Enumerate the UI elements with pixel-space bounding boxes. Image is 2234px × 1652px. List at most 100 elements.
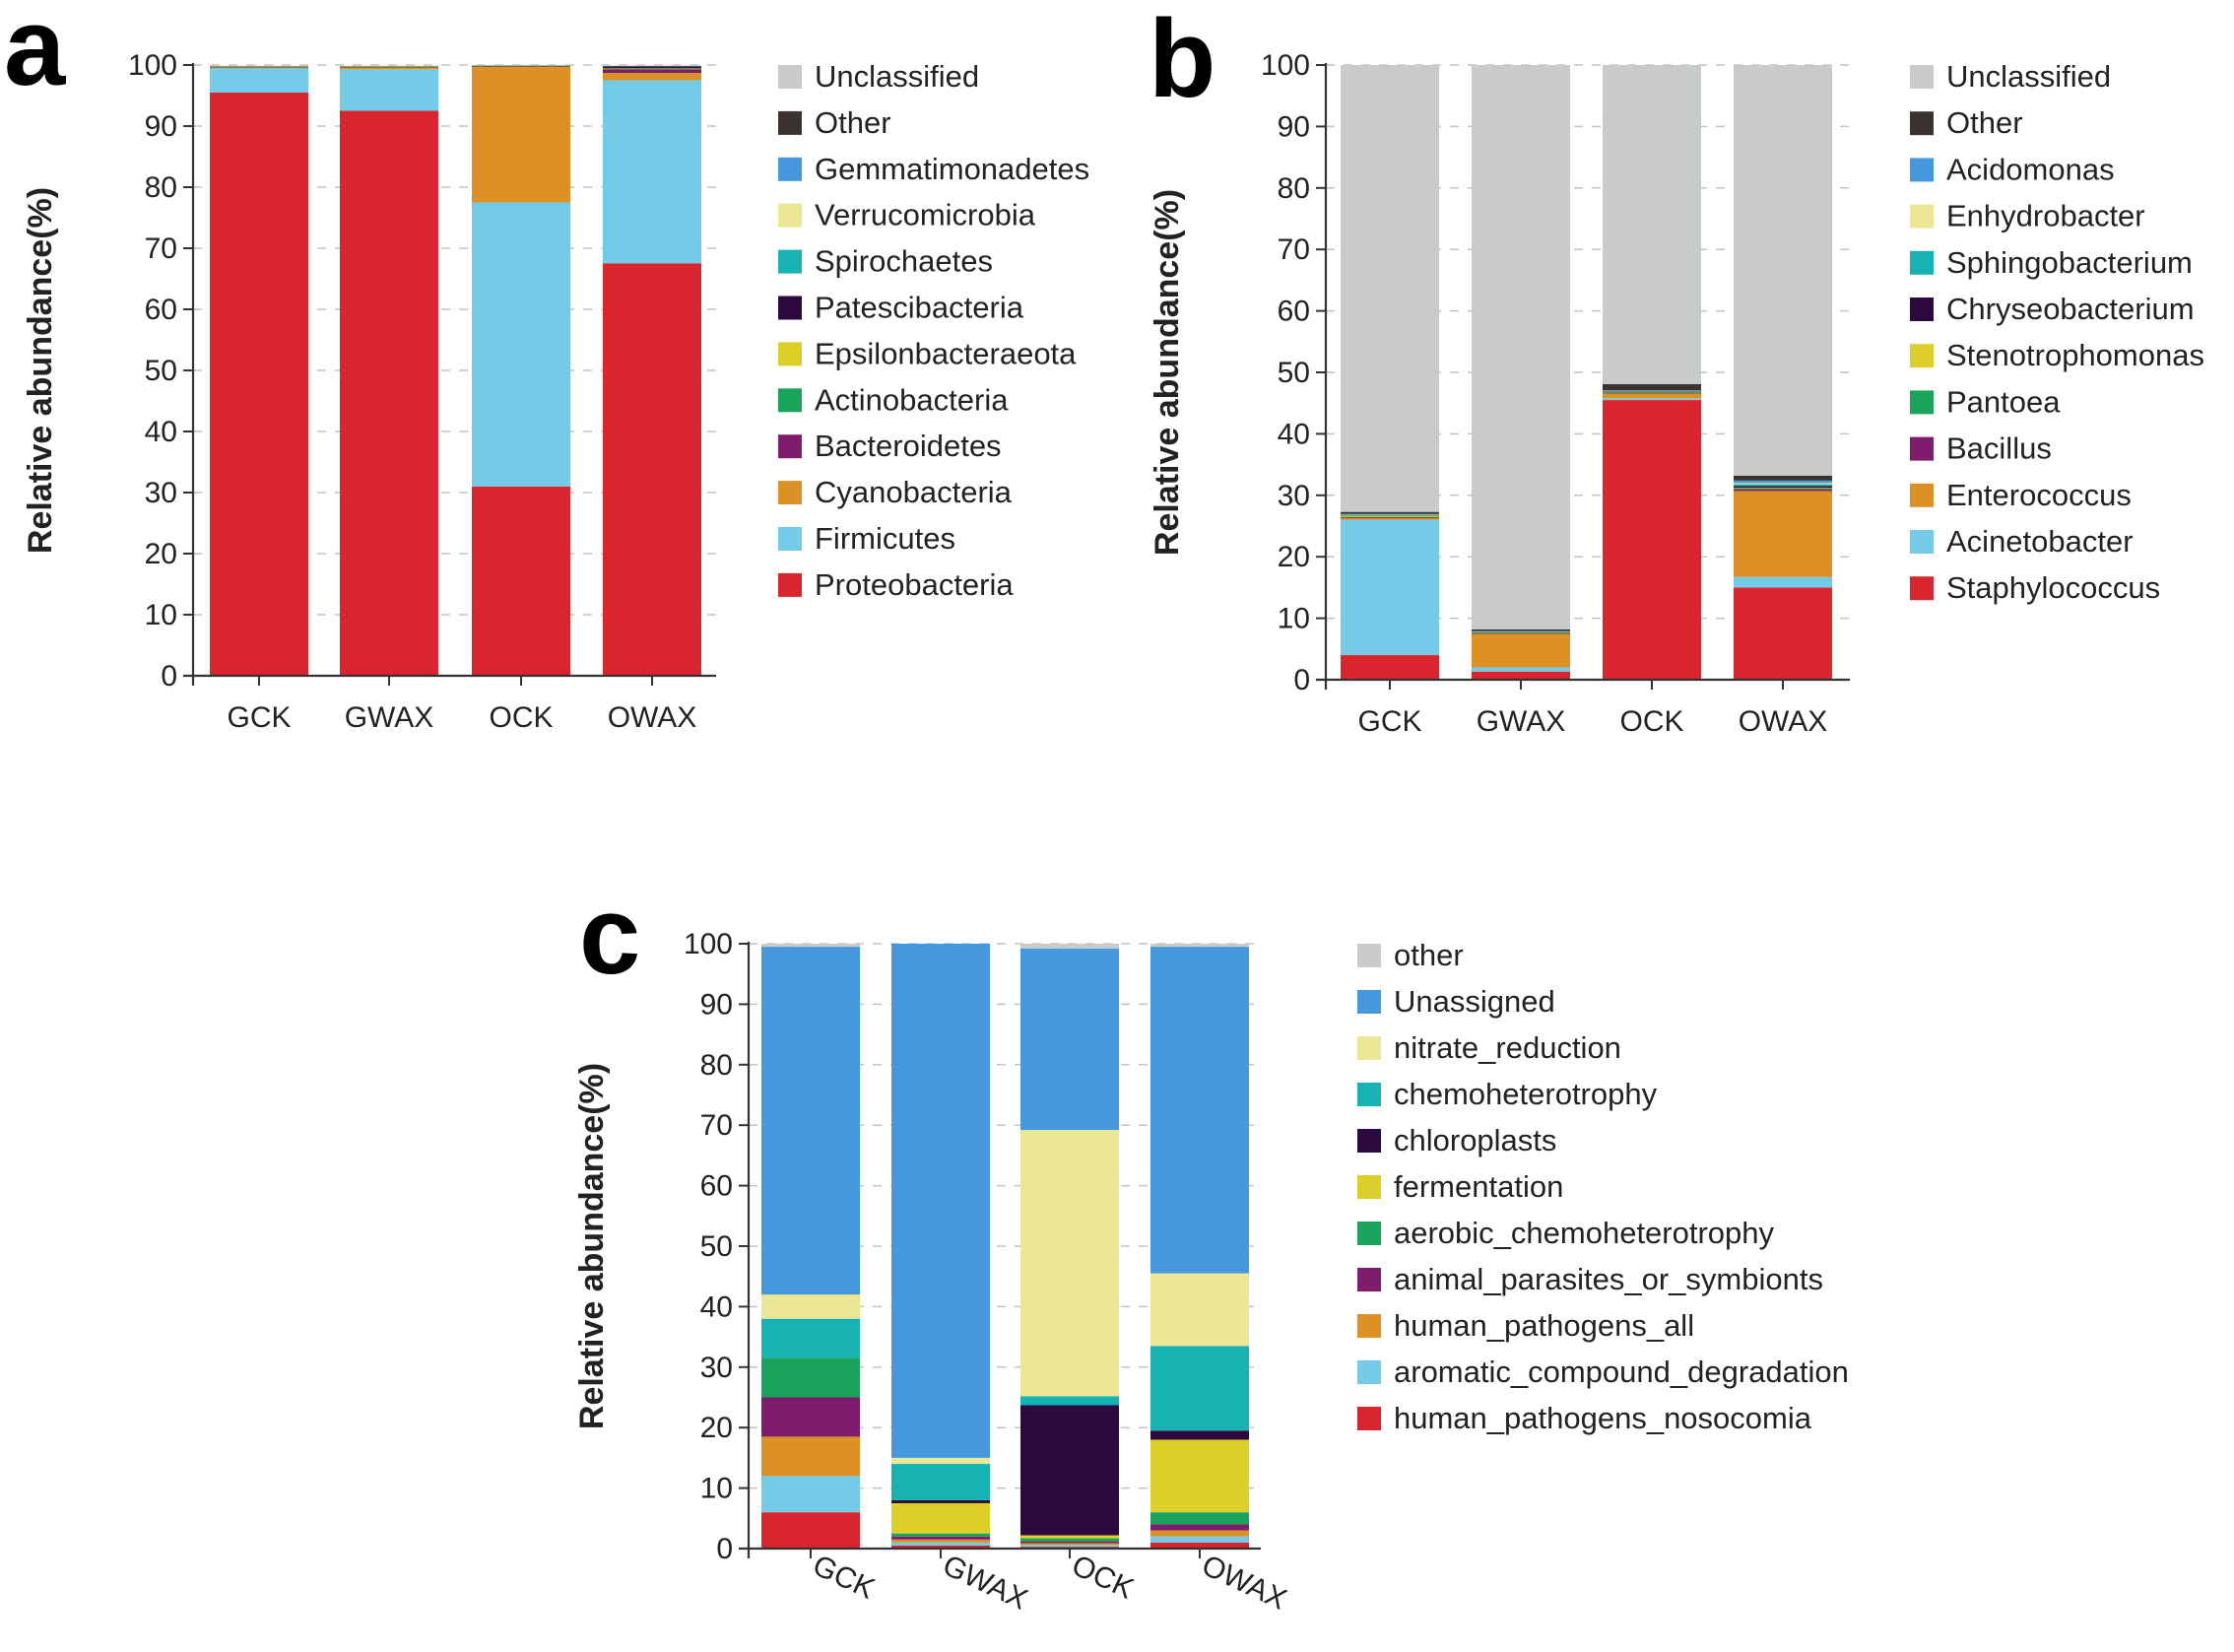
bar-segment-ock-staphylococcus (1603, 400, 1701, 680)
bar-segment-gwax-other (1472, 628, 1570, 631)
bar-segment-gwax-acinetobacter (1472, 667, 1570, 672)
y-tick-label-80: 80 (1278, 172, 1310, 205)
y-tick-label-40: 40 (1278, 418, 1310, 450)
legend-label-other: Other (1946, 105, 2023, 140)
legend-label-chloroplasts: chloroplasts (1394, 1123, 1556, 1157)
legend-swatch-actinobacteria (778, 388, 802, 413)
bar-segment-ock-firmicutes (472, 202, 570, 487)
legend-swatch-other (778, 110, 802, 135)
bar-segment-gck-nitrate-reduction (761, 1294, 860, 1319)
bar-segment-owax-acinetobacter (1734, 576, 1832, 588)
bar-segment-gck-bacillus (1341, 517, 1439, 519)
bar-segment-gwax-enterococcus (1472, 633, 1570, 668)
x-tick-label-ock: OCK (1619, 705, 1683, 738)
legend-label-actinobacteria: Actinobacteria (815, 382, 1009, 417)
bar-segment-owax-stenotrophomonas (1734, 488, 1832, 490)
y-tick-label-0: 0 (161, 660, 177, 693)
bar-segment-ock-proteobacteria (472, 486, 570, 676)
bar-segment-owax-cyanobacteria (603, 73, 701, 81)
bar-segment-owax-other (1150, 944, 1249, 948)
bar-segment-gck-human-pathogens-nosocomia (761, 1512, 860, 1549)
legend-swatch-staphylococcus (1910, 576, 1934, 601)
legend-swatch-epsilonbacteraeota (778, 342, 802, 366)
legend-label-pantoea: Pantoea (1946, 384, 2061, 419)
legend-label-aromatic-compound-degradation: aromatic_compound_degradation (1394, 1355, 1849, 1389)
bar-segment-owax-human-pathogens-all (1150, 1530, 1249, 1537)
y-axis-title: Relative abundance(%) (22, 187, 59, 554)
legend-swatch-spirochaetes (778, 249, 802, 274)
x-tick-label-gck: GCK (808, 1549, 880, 1605)
bar-segment-owax-proteobacteria (603, 263, 701, 676)
legend-label-proteobacteria: Proteobacteria (815, 567, 1014, 602)
bar-segment-ock-animal-parasites-or-symbionts (1020, 1541, 1119, 1544)
bar-segment-owax-animal-parasites-or-symbionts (1150, 1524, 1249, 1531)
bars (210, 65, 701, 676)
chart-panel-c: c Relative abundance(%) 0 10 20 30 40 50 60 70 80 9… (573, 874, 1849, 1617)
bar-segment-gck-enterococcus (1341, 517, 1439, 520)
bar-segment-owax-firmicutes (603, 80, 701, 264)
legend-label-nitrate-reduction: nitrate_reduction (1394, 1030, 1621, 1065)
legend-label-acidomonas: Acidomonas (1946, 152, 2115, 186)
bar-segment-owax-epsilonbacteraeota (603, 68, 701, 70)
bar-segment-gck-aerobic-chemoheterotrophy (761, 1357, 860, 1398)
y-tick-label-10: 10 (145, 599, 177, 631)
panel-letter-b: b (1149, 0, 1216, 120)
y-tick-label-100: 100 (1261, 49, 1310, 82)
legend-swatch-pantoea (1910, 390, 1934, 415)
bar-segment-gck-other (1341, 511, 1439, 514)
legend-swatch-animal-parasites-or-symbionts (1357, 1268, 1381, 1291)
bar-segment-ock-other (1020, 944, 1119, 949)
legend-swatch-chemoheterotrophy (1357, 1083, 1381, 1106)
y-tick-label-30: 30 (145, 477, 177, 509)
x-tick-label-owax: OWAX (1739, 705, 1828, 738)
bar-segment-gwax-unclassified (1472, 65, 1570, 629)
bar-segment-gck-chemoheterotrophy (761, 1318, 860, 1358)
bar-segment-owax-unclassified (603, 65, 701, 67)
bar-segment-gck-aromatic-compound-degradation (761, 1476, 860, 1513)
y-tick-label-40: 40 (700, 1290, 733, 1323)
legend-label-human-pathogens-nosocomia: human_pathogens_nosocomia (1394, 1401, 1812, 1435)
y-tick-label-80: 80 (145, 171, 177, 204)
y-tick-label-100: 100 (128, 49, 177, 82)
legend-label-firmicutes: Firmicutes (815, 521, 955, 556)
legend-swatch-human-pathogens-nosocomia (1357, 1407, 1381, 1430)
bar-segment-ock-acinetobacter (1603, 398, 1701, 401)
y-tick-label-20: 20 (145, 538, 177, 570)
legend-label-gemmatimonadetes: Gemmatimonadetes (815, 152, 1089, 186)
legend-swatch-chloroplasts (1357, 1129, 1381, 1153)
bars (1341, 65, 1832, 680)
bar-segment-gck-staphylococcus (1341, 655, 1439, 680)
bar-segment-gwax-human-pathogens-all (891, 1539, 990, 1543)
bar-segment-owax-enhydrobacter (1734, 483, 1832, 485)
legend-swatch-fermentation (1357, 1175, 1381, 1199)
y-tick-label-50: 50 (1278, 357, 1310, 389)
legend-label-unclassified: Unclassified (1946, 59, 2111, 94)
legend-swatch-unassigned (1357, 990, 1381, 1014)
bar-segment-owax-chloroplasts (1150, 1430, 1249, 1440)
y-tick-label-60: 60 (700, 1170, 733, 1203)
legend-label-sphingobacterium: Sphingobacterium (1946, 245, 2193, 280)
bar-segment-owax-other (1734, 475, 1832, 481)
legend-label-human-pathogens-all: human_pathogens_all (1394, 1308, 1694, 1343)
y-tick-label-40: 40 (145, 416, 177, 448)
legend-swatch-acidomonas (1910, 158, 1934, 182)
bar-segment-gck-firmicutes (210, 68, 308, 93)
y-tick-label-50: 50 (700, 1230, 733, 1263)
bar-segment-ock-chloroplasts (1020, 1405, 1119, 1536)
bar-segment-owax-staphylococcus (1734, 587, 1832, 680)
y-tick-label-70: 70 (1278, 233, 1310, 266)
legend-swatch-patescibacteria (778, 296, 802, 320)
bar-segment-owax-bacteroidetes (603, 69, 701, 74)
legend: Unclassified Other Acidomonas Enhydrobacter… (1910, 59, 2204, 605)
x-tick-label-gwax: GWAX (345, 701, 434, 734)
bar-segment-owax-chryseobacterium (1734, 486, 1832, 489)
y-axis-ticks: 0 10 20 30 40 50 60 70 80 90 100 (1261, 49, 1326, 696)
bar-segment-gwax-chloroplasts (891, 1499, 990, 1503)
bar-segment-gck-cyanobacteria (210, 67, 308, 69)
bar-segment-gck-other (761, 944, 860, 948)
legend-label-patescibacteria: Patescibacteria (815, 291, 1024, 325)
legend-swatch-other (1910, 111, 1934, 136)
y-axis-title: Relative abundance(%) (573, 1063, 611, 1429)
bar-segment-gck-pantoea (1341, 516, 1439, 518)
bar-segment-gwax-staphylococcus (1472, 671, 1570, 680)
